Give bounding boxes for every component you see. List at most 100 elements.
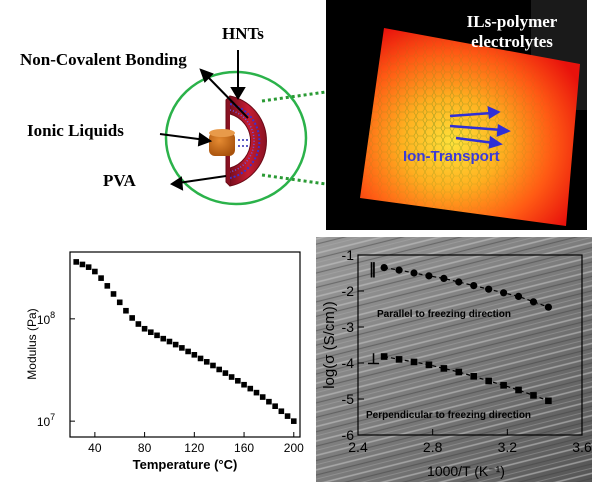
perpendicular-point <box>455 368 463 376</box>
modulus-point <box>216 366 222 373</box>
perpendicular-point <box>440 365 448 372</box>
non-covalent-bonding-label: Non-Covalent Bonding <box>20 50 187 69</box>
modulus-point <box>148 329 154 336</box>
modulus-point <box>290 418 297 424</box>
modulus-point <box>191 352 198 358</box>
conductivity-x-tick-label: 2.8 <box>423 439 443 455</box>
perpendicular-point <box>485 377 492 385</box>
parallel-point <box>455 278 463 286</box>
modulus-point <box>197 355 204 362</box>
electrolyte-title: ILs-polymer electrolytes <box>437 12 587 52</box>
schematic-diagram <box>159 50 330 206</box>
parallel-point <box>514 292 523 300</box>
modulus-point <box>266 398 272 405</box>
perpendicular-point <box>470 373 478 380</box>
parallel-point <box>529 298 538 306</box>
modulus-point <box>241 381 247 388</box>
modulus-point <box>73 259 80 265</box>
hnts-label: HNTs <box>222 24 264 43</box>
perpendicular-annotation: Perpendicular to freezing direction <box>366 410 531 421</box>
modulus-point <box>235 377 241 384</box>
modulus-point <box>154 332 160 339</box>
modulus-y-tick-label: 107 <box>37 412 55 429</box>
perpendicular-point <box>530 392 537 399</box>
label-arrows <box>159 50 249 191</box>
modulus-point <box>278 408 285 415</box>
ionic-liquids-label: Ionic Liquids <box>27 121 124 140</box>
modulus-point <box>123 307 129 314</box>
electrolyte-title-line2: electrolytes <box>471 32 553 51</box>
conductivity-y-tick-label: -3 <box>342 319 355 335</box>
modulus-x-axis-label: Temperature (°C) <box>133 457 238 472</box>
conductivity-plot-frame <box>357 254 583 436</box>
conductivity-y-axis-label: log(σ (S/cm)) <box>321 301 338 389</box>
parallel-point <box>485 285 493 293</box>
modulus-point <box>179 345 185 351</box>
parallel-point <box>395 266 403 274</box>
parallel-point <box>425 272 433 280</box>
parallel-annotation: Parallel to freezing direction <box>377 309 511 320</box>
modulus-point <box>135 321 142 327</box>
conductivity-y-tick-label: -1 <box>342 247 355 263</box>
electrolyte-photo <box>326 0 587 230</box>
schematic-ring <box>164 70 308 206</box>
modulus-point <box>116 299 123 306</box>
modulus-point <box>166 338 173 345</box>
modulus-point <box>98 275 104 281</box>
parallel-point <box>470 282 478 290</box>
conductivity-y-tick-label: -4 <box>342 355 355 371</box>
ionic-liquid-drop <box>209 129 235 156</box>
conductivity-chart: 2.4 2.8 3.2 3.6 -1 -2 -3 -4 -5 -6 ∥ ⊥ Parallel t… <box>316 237 592 482</box>
modulus-point <box>222 370 229 376</box>
parallel-point <box>380 264 388 272</box>
modulus-point <box>203 359 210 365</box>
conductivity-y-tick-label: -6 <box>342 427 355 443</box>
conductivity-y-tick-label: -2 <box>342 283 355 299</box>
modulus-y-axis-label: Modulus (Pa) <box>25 308 39 379</box>
conductivity-x-tick-label: 3.2 <box>498 439 518 455</box>
perpendicular-point <box>410 358 418 366</box>
modulus-point <box>129 315 135 321</box>
modulus-point <box>284 413 291 419</box>
modulus-point <box>141 325 148 332</box>
ion-transport-label: Ion-Transport <box>403 148 500 165</box>
perpendicular-point <box>380 353 388 360</box>
modulus-point <box>259 394 266 400</box>
modulus-point <box>92 268 98 275</box>
modulus-point <box>104 283 111 289</box>
pva-label: PVA <box>103 171 136 190</box>
modulus-point <box>172 341 179 348</box>
perpendicular-point <box>395 356 403 363</box>
modulus-x-tick-label: 120 <box>184 441 204 455</box>
conductivity-x-tick-label: 3.6 <box>572 439 592 455</box>
modulus-plot-frame <box>69 251 301 438</box>
modulus-x-tick-label: 160 <box>234 441 254 455</box>
perpendicular-point <box>500 382 507 389</box>
modulus-point <box>110 291 117 297</box>
modulus-point <box>228 374 235 380</box>
modulus-point <box>79 261 86 268</box>
conductivity-x-tick-label: 2.4 <box>348 439 368 455</box>
parallel-point <box>544 303 552 311</box>
modulus-point <box>185 348 191 355</box>
modulus-x-tick-label: 200 <box>284 441 304 455</box>
modulus-x-tick-label: 40 <box>88 441 102 455</box>
modulus-y-tick-label: 108 <box>37 310 55 327</box>
modulus-chart: 40 80 120 160 200 108 107 Temperature (°C) Mo… <box>25 251 304 472</box>
modulus-point <box>85 264 92 270</box>
modulus-point <box>253 389 260 396</box>
modulus-point <box>247 385 254 392</box>
modulus-point <box>210 362 216 369</box>
parallel-point <box>440 274 448 282</box>
modulus-x-tick-label: 80 <box>138 441 152 455</box>
ion-transport-arrows <box>449 105 511 149</box>
perpendicular-point <box>515 386 522 394</box>
modulus-point <box>272 403 278 409</box>
parallel-point <box>410 269 418 277</box>
electrolyte-title-line1: ILs-polymer <box>466 12 558 31</box>
modulus-point <box>160 335 167 342</box>
conductivity-y-tick-label: -5 <box>342 391 355 407</box>
perpendicular-symbol: ⊥ <box>367 351 380 368</box>
perpendicular-point <box>425 361 433 369</box>
parallel-point <box>500 289 508 297</box>
